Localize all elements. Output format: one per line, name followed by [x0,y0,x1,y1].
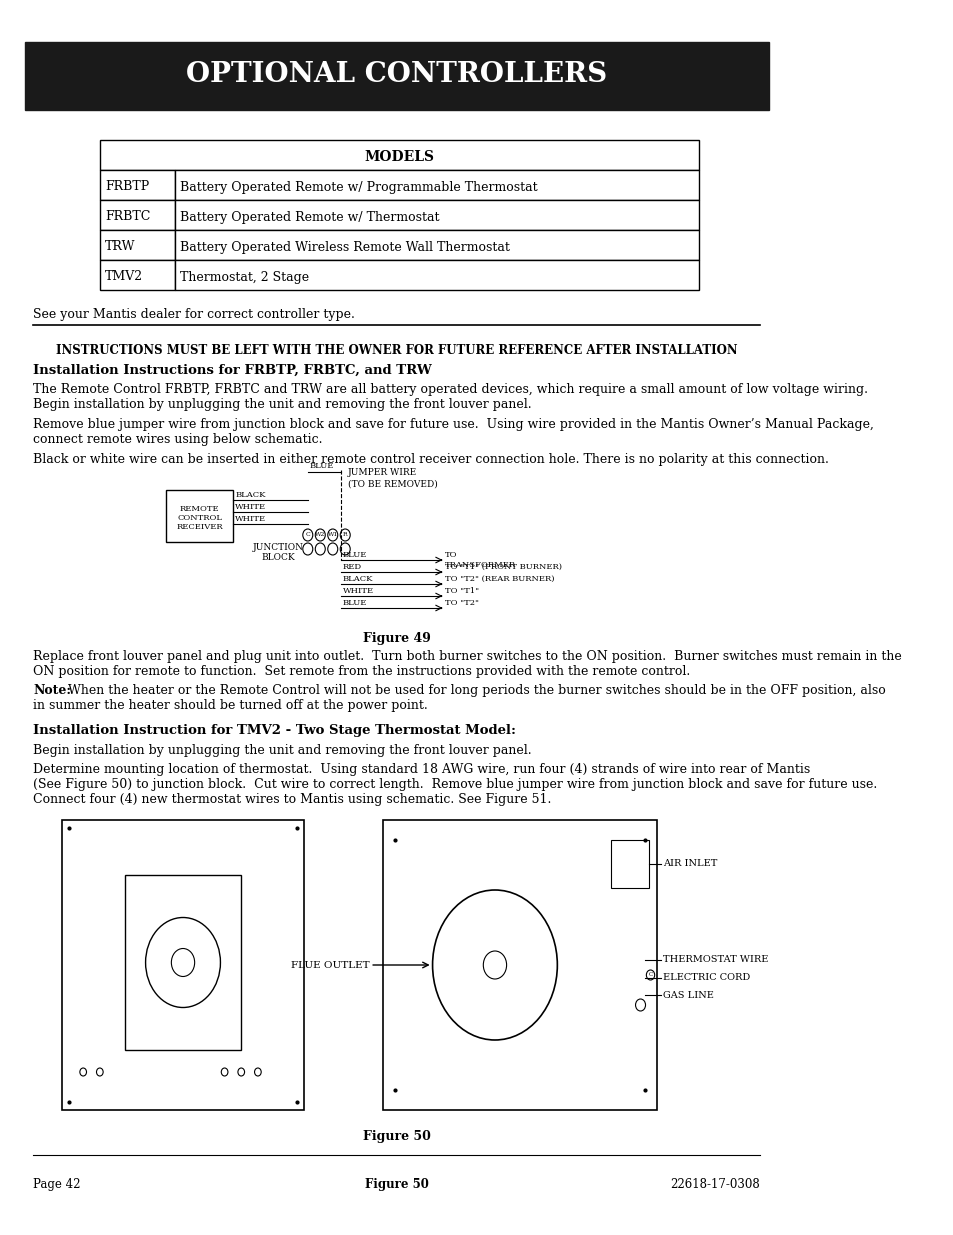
Text: Remove blue jumper wire from junction block and save for future use.  Using wire: Remove blue jumper wire from junction bl… [33,417,873,431]
Bar [100,140,698,170]
Text: Note:: Note: [33,684,71,697]
Circle shape [302,543,313,555]
Text: Determine mounting location of thermostat.  Using standard 18 AWG wire, run four: Determine mounting location of thermosta… [33,763,810,776]
Circle shape [146,918,220,1008]
Text: JUNCTION
BLOCK: JUNCTION BLOCK [253,543,304,562]
Text: OPTIONAL CONTROLLERS: OPTIONAL CONTROLLERS [186,62,607,89]
Text: (See Figure 50) to junction block.  Cut wire to correct length.  Remove blue jum: (See Figure 50) to junction block. Cut w… [33,778,877,790]
Bar [100,170,174,200]
Bar [174,200,698,230]
Text: C: C [305,532,310,537]
Text: Installation Instructions for FRBTP, FRBTC, and TRW: Installation Instructions for FRBTP, FRB… [33,364,432,377]
Text: Replace front louver panel and plug unit into outlet.  Turn both burner switches: Replace front louver panel and plug unit… [33,650,902,663]
Text: BLACK: BLACK [342,576,373,583]
Text: Battery Operated Wireless Remote Wall Thermostat: Battery Operated Wireless Remote Wall Th… [179,241,509,253]
Text: See your Mantis dealer for correct controller type.: See your Mantis dealer for correct contr… [33,308,355,321]
Circle shape [80,1068,87,1076]
Text: Begin installation by unplugging the unit and removing the front louver panel.: Begin installation by unplugging the uni… [33,398,532,411]
Text: WHITE: WHITE [235,503,266,511]
Text: Page 42: Page 42 [33,1178,81,1191]
Text: TO "T1" (FRONT BURNER): TO "T1" (FRONT BURNER) [445,563,561,571]
Circle shape [314,529,325,541]
Circle shape [432,890,557,1040]
Circle shape [254,1068,261,1076]
Text: Thermostat, 2 Stage: Thermostat, 2 Stage [179,270,309,284]
Circle shape [237,1068,244,1076]
Text: Begin installation by unplugging the unit and removing the front louver panel.: Begin installation by unplugging the uni… [33,743,532,757]
Bar [100,230,174,261]
Text: Battery Operated Remote w/ Programmable Thermostat: Battery Operated Remote w/ Programmable … [179,180,537,194]
Text: 22618-17-0308: 22618-17-0308 [670,1178,760,1191]
Bar [100,261,174,290]
Circle shape [646,969,654,981]
Text: Figure 50: Figure 50 [364,1178,428,1191]
Text: connect remote wires using below schematic.: connect remote wires using below schemat… [33,433,322,446]
Text: JUMPER WIRE: JUMPER WIRE [347,468,416,477]
Text: BLUE: BLUE [342,551,367,559]
Text: BLUE: BLUE [342,599,367,606]
Text: Battery Operated Remote w/ Thermostat: Battery Operated Remote w/ Thermostat [179,210,438,224]
Text: FLUE OUTLET: FLUE OUTLET [291,961,370,969]
Text: in summer the heater should be turned off at the power point.: in summer the heater should be turned of… [33,699,428,713]
Text: AIR INLET: AIR INLET [662,860,717,868]
Text: Figure 49: Figure 49 [362,632,431,645]
Text: FRBTP: FRBTP [105,180,149,194]
Bar [100,200,174,230]
Text: MODELS: MODELS [364,149,434,164]
Text: RED: RED [342,563,361,571]
Text: WHITE: WHITE [342,587,374,595]
Text: Installation Instruction for TMV2 - Two Stage Thermostat Model:: Installation Instruction for TMV2 - Two … [33,724,516,737]
Text: BLACK: BLACK [235,492,266,499]
Text: Figure 50: Figure 50 [362,1130,431,1144]
Bar [611,840,648,888]
Text: ON position for remote to function.  Set remote from the instructions provided w: ON position for remote to function. Set … [33,664,690,678]
Text: W2: W2 [314,532,325,537]
Text: TO "T2" (REAR BURNER): TO "T2" (REAR BURNER) [445,576,554,583]
Text: ELECTRIC CORD: ELECTRIC CORD [662,973,749,983]
Bar [174,230,698,261]
Circle shape [328,529,337,541]
Circle shape [314,543,325,555]
Circle shape [340,543,350,555]
Bar [174,261,698,290]
Text: TO "T2": TO "T2" [445,599,478,606]
Text: FRBTC: FRBTC [105,210,150,224]
Text: When the heater or the Remote Control will not be used for long periods the burn: When the heater or the Remote Control wi… [60,684,884,697]
Circle shape [483,951,506,979]
Text: WHITE: WHITE [235,515,266,522]
Circle shape [96,1068,103,1076]
Text: TMV2: TMV2 [105,270,143,284]
Bar [25,42,768,110]
Text: TO "T1": TO "T1" [445,587,478,595]
Text: C: C [648,972,652,977]
Bar [166,490,233,542]
Text: (TO BE REMOVED): (TO BE REMOVED) [347,480,437,489]
Text: TRW: TRW [105,241,135,253]
Text: INSTRUCTIONS MUST BE LEFT WITH THE OWNER FOR FUTURE REFERENCE AFTER INSTALLATION: INSTRUCTIONS MUST BE LEFT WITH THE OWNER… [56,345,737,357]
Text: The Remote Control FRBTP, FRBTC and TRW are all battery operated devices, which : The Remote Control FRBTP, FRBTC and TRW … [33,383,867,396]
Text: THERMOSTAT WIRE: THERMOSTAT WIRE [662,956,767,965]
Text: R: R [342,532,347,537]
Circle shape [172,948,194,977]
Text: Connect four (4) new thermostat wires to Mantis using schematic. See Figure 51.: Connect four (4) new thermostat wires to… [33,793,551,806]
Bar [62,820,303,1110]
Text: TRANSFORMER: TRANSFORMER [445,561,516,569]
Circle shape [302,529,313,541]
Bar [174,170,698,200]
Text: GAS LINE: GAS LINE [662,990,713,999]
Text: W1: W1 [327,532,337,537]
Circle shape [221,1068,228,1076]
Text: TO: TO [445,551,457,559]
Bar [125,876,241,1050]
Text: Black or white wire can be inserted in either remote control receiver connection: Black or white wire can be inserted in e… [33,453,828,466]
Bar [382,820,657,1110]
Circle shape [340,529,350,541]
Text: BLUE: BLUE [309,462,334,471]
Circle shape [635,999,645,1011]
Text: REMOTE
CONTROL
RECEIVER: REMOTE CONTROL RECEIVER [176,505,223,531]
Circle shape [328,543,337,555]
